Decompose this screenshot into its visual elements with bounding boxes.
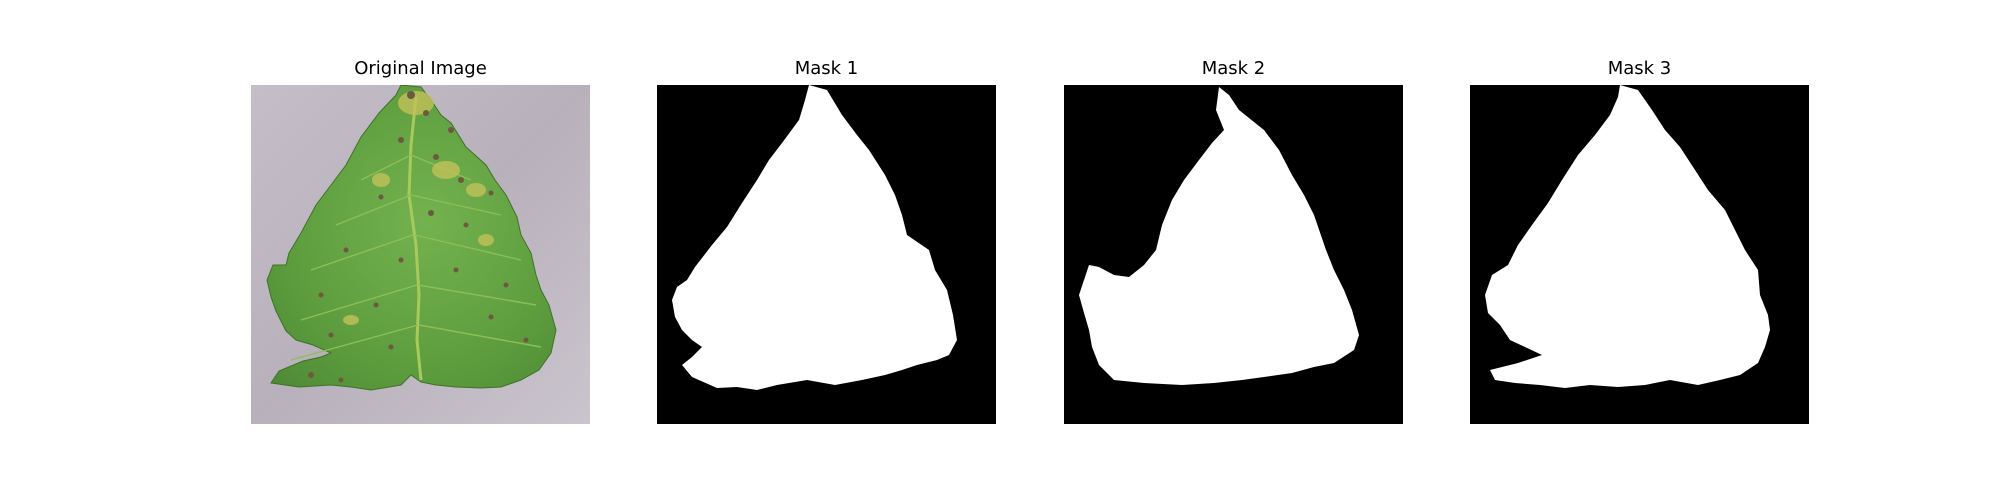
leaf-yellow-patches: [343, 91, 494, 325]
panel-original-image: Original Image: [251, 57, 590, 440]
panel-title: Mask 2: [1201, 58, 1266, 79]
mask-2-leaf-region: [1079, 87, 1359, 385]
mask-1-image: [657, 85, 996, 424]
mask-2-image: [1064, 85, 1403, 424]
panel-mask-2: Mask 2: [1064, 57, 1403, 440]
mask-1-leaf-region: [672, 85, 957, 390]
panel-title: Mask 3: [1607, 58, 1672, 79]
mask-3-leaf-region: [1485, 85, 1770, 388]
mask-3-image: [1470, 85, 1809, 424]
original-leaf-image: [251, 85, 590, 424]
leaf-midrib: [407, 96, 423, 381]
panel-mask-1: Mask 1: [657, 57, 996, 440]
panel-title: Mask 1: [794, 58, 859, 79]
leaf-lesions: [308, 91, 529, 383]
leaf-veins: [290, 154, 542, 361]
panel-mask-3: Mask 3: [1470, 57, 1809, 440]
leaf-shape: [266, 85, 557, 391]
panel-title: Original Image: [354, 58, 487, 79]
